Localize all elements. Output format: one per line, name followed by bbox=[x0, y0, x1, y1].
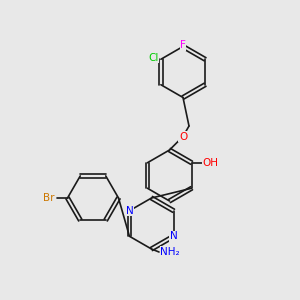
Text: N: N bbox=[125, 206, 133, 216]
Text: OH: OH bbox=[202, 158, 218, 168]
Text: O: O bbox=[179, 131, 187, 142]
Text: Cl: Cl bbox=[148, 53, 159, 63]
Text: NH₂: NH₂ bbox=[160, 247, 180, 257]
Text: F: F bbox=[180, 40, 186, 50]
Text: N: N bbox=[170, 231, 178, 241]
Text: Br: Br bbox=[43, 193, 54, 203]
